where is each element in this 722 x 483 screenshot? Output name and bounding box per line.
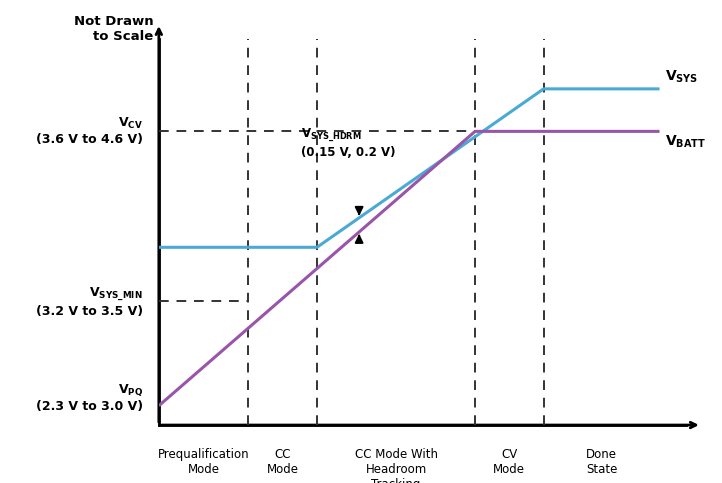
Text: Not Drawn
to Scale: Not Drawn to Scale bbox=[74, 15, 154, 43]
Text: CV
Mode: CV Mode bbox=[493, 448, 526, 476]
Text: CC
Mode: CC Mode bbox=[266, 448, 299, 476]
Text: Done
State: Done State bbox=[586, 448, 617, 476]
Text: V$_{\mathregular{CV}}$
(3.6 V to 4.6 V): V$_{\mathregular{CV}}$ (3.6 V to 4.6 V) bbox=[36, 116, 143, 146]
Text: CC Mode With
Headroom
Tracking: CC Mode With Headroom Tracking bbox=[355, 448, 438, 483]
Text: V$_{\mathregular{SYS\_MIN}}$
(3.2 V to 3.5 V): V$_{\mathregular{SYS\_MIN}}$ (3.2 V to 3… bbox=[36, 285, 143, 317]
Text: V$_{\mathregular{SYS\_HDRM}}$
(0.15 V, 0.2 V): V$_{\mathregular{SYS\_HDRM}}$ (0.15 V, 0… bbox=[301, 127, 396, 159]
Text: V$_{\mathregular{BATT}}$: V$_{\mathregular{BATT}}$ bbox=[665, 133, 706, 150]
Text: V$_{\mathregular{PQ}}$
(2.3 V to 3.0 V): V$_{\mathregular{PQ}}$ (2.3 V to 3.0 V) bbox=[36, 383, 143, 413]
Text: Prequalification
Mode: Prequalification Mode bbox=[158, 448, 250, 476]
Text: V$_{\mathregular{SYS}}$: V$_{\mathregular{SYS}}$ bbox=[665, 69, 698, 85]
